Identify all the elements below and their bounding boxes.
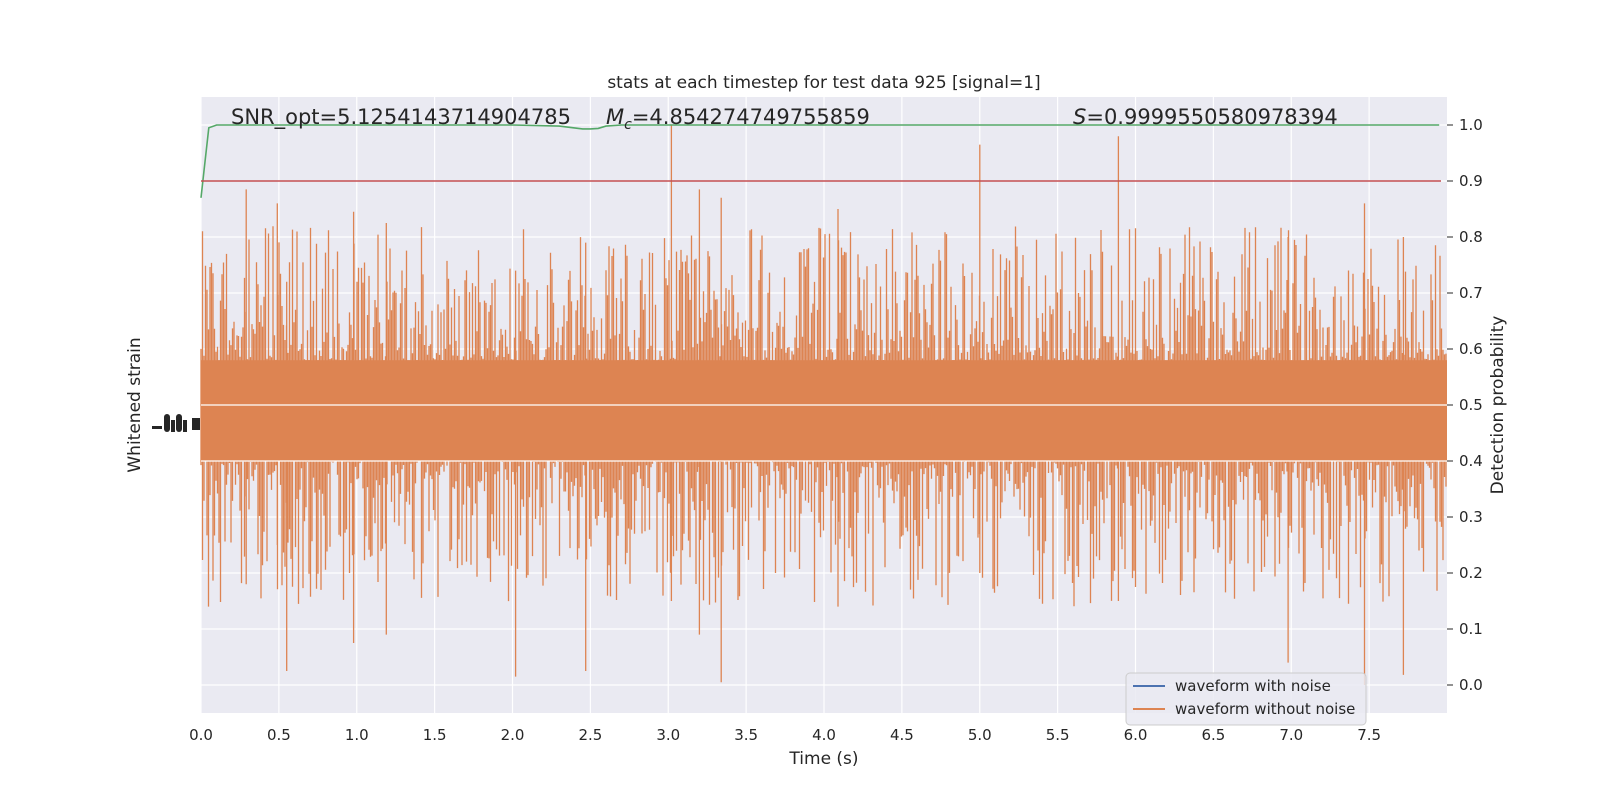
- x-tick-labels: 0.0 0.5 1.0 1.5 2.0 2.5 3.0 3.5 4.0 4.5 5.0 5.5 6.0 6…: [189, 726, 1381, 744]
- x-tick-label: 7.0: [1279, 726, 1303, 744]
- x-axis-label: Time (s): [788, 749, 858, 769]
- x-tick-label: 6.0: [1124, 726, 1148, 744]
- y-tick-label: 0.2: [1459, 564, 1483, 582]
- legend-label-without-noise: waveform without noise: [1175, 700, 1355, 718]
- legend: waveform with noise waveform without noi…: [1125, 672, 1367, 726]
- detection-probability-line: [200, 124, 1440, 198]
- x-tick-label: 7.5: [1357, 726, 1381, 744]
- y-tick-label: 0.7: [1459, 284, 1483, 302]
- waveform-without-noise-series: [200, 125, 1447, 685]
- y-tick-label: 0.9: [1459, 172, 1483, 190]
- y-tick-label: 0.1: [1459, 620, 1483, 638]
- x-tick-label: 6.5: [1201, 726, 1225, 744]
- y-tick-label: 0.0: [1459, 676, 1483, 694]
- x-tick-label: 5.0: [968, 726, 992, 744]
- y-tick-label: 0.6: [1459, 340, 1483, 358]
- annotation-chirp-mass: Mc=4.854274749755859: [606, 105, 870, 133]
- x-tick-label: 1.5: [423, 726, 447, 744]
- y-tick-label: 0.4: [1459, 452, 1483, 470]
- left-axis-tick-cluster: [152, 414, 200, 432]
- y-axis-label-right: Detection probability: [1488, 316, 1508, 495]
- x-tick-label: 3.0: [656, 726, 680, 744]
- y-axis-label-left: Whitened strain: [125, 337, 145, 472]
- y-tick-label: 0.3: [1459, 508, 1483, 526]
- x-tick-label: 1.0: [345, 726, 369, 744]
- waveform-dense-band: [201, 360, 1447, 461]
- x-tick-label: 3.5: [734, 726, 758, 744]
- annotation-snr: SNR_opt=5.1254143714904785: [231, 105, 571, 130]
- x-tick-label: 4.5: [890, 726, 914, 744]
- x-tick-label: 2.5: [578, 726, 602, 744]
- y-tick-label: 0.8: [1459, 228, 1483, 246]
- x-tick-label: 2.0: [501, 726, 525, 744]
- y-tick-labels-right: 0.0 0.1 0.2 0.3 0.4 0.5 0.6 0.7 0.8 0.9 1.0: [1447, 116, 1483, 694]
- x-tick-label: 0.0: [189, 726, 213, 744]
- legend-label-with-noise: waveform with noise: [1175, 677, 1331, 695]
- y-tick-label: 1.0: [1459, 116, 1483, 134]
- detection-probability-series: [200, 124, 1440, 198]
- y-tick-label: 0.5: [1459, 396, 1483, 414]
- x-tick-label: 5.5: [1046, 726, 1070, 744]
- x-tick-label: 4.0: [812, 726, 836, 744]
- chart-title: stats at each timestep for test data 925…: [607, 73, 1040, 93]
- annotation-score: S=0.9999550580978394: [1073, 105, 1338, 129]
- x-tick-label: 0.5: [267, 726, 291, 744]
